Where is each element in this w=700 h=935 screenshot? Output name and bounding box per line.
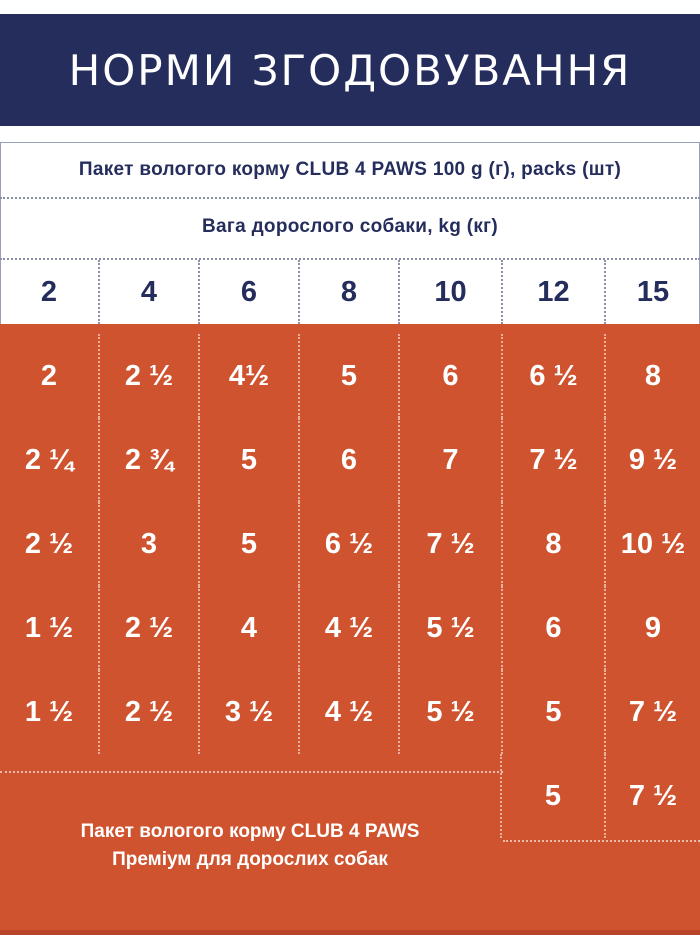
- table-row: 2 ½ 3 5 6 ½ 7 ½ 8 10 ½: [0, 502, 700, 586]
- portion-cell: 5: [500, 754, 606, 838]
- portion-cell: 2 ½: [100, 334, 200, 418]
- weight-header: Вага дорослого собаки, kg (кг): [0, 198, 700, 256]
- portion-cell: 7 ½: [400, 502, 503, 586]
- portion-cell: 7 ½: [628, 695, 678, 728]
- table-row: 2 ¼ 2 ¾ 5 6 7 7 ½ 9 ½: [0, 418, 700, 502]
- portion-cell: 7: [400, 418, 503, 502]
- bottom-edge: [0, 930, 700, 935]
- weight-cell: 10: [400, 260, 503, 324]
- portion-cell: 7 ½: [628, 779, 678, 812]
- portion-cell: 10 ½: [620, 527, 686, 560]
- table-row: 2 2 ½ 4½ 5 6 6 ½ 8: [0, 334, 700, 418]
- portion-cell: 2 ¼: [0, 418, 100, 502]
- product-note-line: Преміум для дорослих собак: [112, 849, 388, 870]
- weight-row: 2 4 6 8 10 12 15: [0, 260, 700, 324]
- portion-cell: 5: [200, 502, 300, 586]
- divider: [0, 771, 503, 773]
- pack-header: Пакет вологого корму CLUB 4 PAWS 100 g (…: [0, 142, 700, 196]
- portion-cell: 5: [300, 334, 400, 418]
- page-title: НОРМИ ЗГОДОВУВАННЯ: [68, 45, 632, 95]
- portion-cell: 1 ½: [0, 586, 100, 670]
- weight-cell: 12: [503, 260, 606, 324]
- weight-header-label: Вага дорослого собаки, kg (кг): [202, 216, 498, 237]
- portion-cell: 2 ½: [0, 502, 100, 586]
- table-row: 1 ½ 2 ½ 3 ½ 4 ½ 5 ½ 5 7 ½: [0, 670, 700, 754]
- portion-cell: 6 ½: [300, 502, 400, 586]
- portion-cell: 6: [400, 334, 503, 418]
- title-banner: НОРМИ ЗГОДОВУВАННЯ: [0, 14, 700, 126]
- portion-grid: 2 2 ½ 4½ 5 6 6 ½ 8 2 ¼ 2 ¾ 5 6 7 7 ½ 9 ½…: [0, 334, 700, 754]
- portion-cell: 2 ¾: [100, 418, 200, 502]
- weight-cell: 4: [100, 260, 200, 324]
- portion-cell: 5: [503, 670, 606, 754]
- weight-cell: 8: [300, 260, 400, 324]
- divider: [503, 840, 700, 842]
- portion-cell: 4 ½: [300, 586, 400, 670]
- product-note-line: Пакет вологого корму CLUB 4 PAWS: [80, 821, 420, 842]
- divider: [0, 197, 700, 199]
- portion-area: [0, 324, 700, 935]
- pack-header-label: Пакет вологого корму CLUB 4 PAWS 100 g (…: [78, 158, 622, 180]
- portion-cell: 9 ½: [628, 443, 678, 476]
- portion-cell: 8: [503, 502, 606, 586]
- table-row: 5 7 ½: [500, 754, 700, 838]
- portion-cell: 2 ½: [100, 670, 200, 754]
- product-note: Пакет вологого корму CLUB 4 PAWS Преміум…: [0, 818, 500, 874]
- portion-cell: 5 ½: [400, 586, 503, 670]
- portion-cell: 3 ½: [200, 670, 300, 754]
- portion-cell: 1 ½: [0, 670, 100, 754]
- weight-cell: 15: [636, 275, 670, 308]
- portion-cell: 4: [200, 586, 300, 670]
- portion-cell: 4 ½: [300, 670, 400, 754]
- weight-cell: 2: [0, 260, 100, 324]
- table-row: 1 ½ 2 ½ 4 4 ½ 5 ½ 6 9: [0, 586, 700, 670]
- portion-cell: 9: [644, 611, 662, 644]
- portion-cell: 6: [300, 418, 400, 502]
- portion-cell: 3: [100, 502, 200, 586]
- weight-cell: 6: [200, 260, 300, 324]
- portion-cell: 6: [503, 586, 606, 670]
- portion-cell: 5 ½: [400, 670, 503, 754]
- portion-cell: 6 ½: [503, 334, 606, 418]
- portion-cell: 5: [200, 418, 300, 502]
- portion-cell: 4½: [200, 334, 300, 418]
- portion-cell: 2: [0, 334, 100, 418]
- divider: [0, 258, 700, 260]
- portion-cell: 7 ½: [503, 418, 606, 502]
- portion-cell: 8: [644, 359, 662, 392]
- portion-cell: 2 ½: [100, 586, 200, 670]
